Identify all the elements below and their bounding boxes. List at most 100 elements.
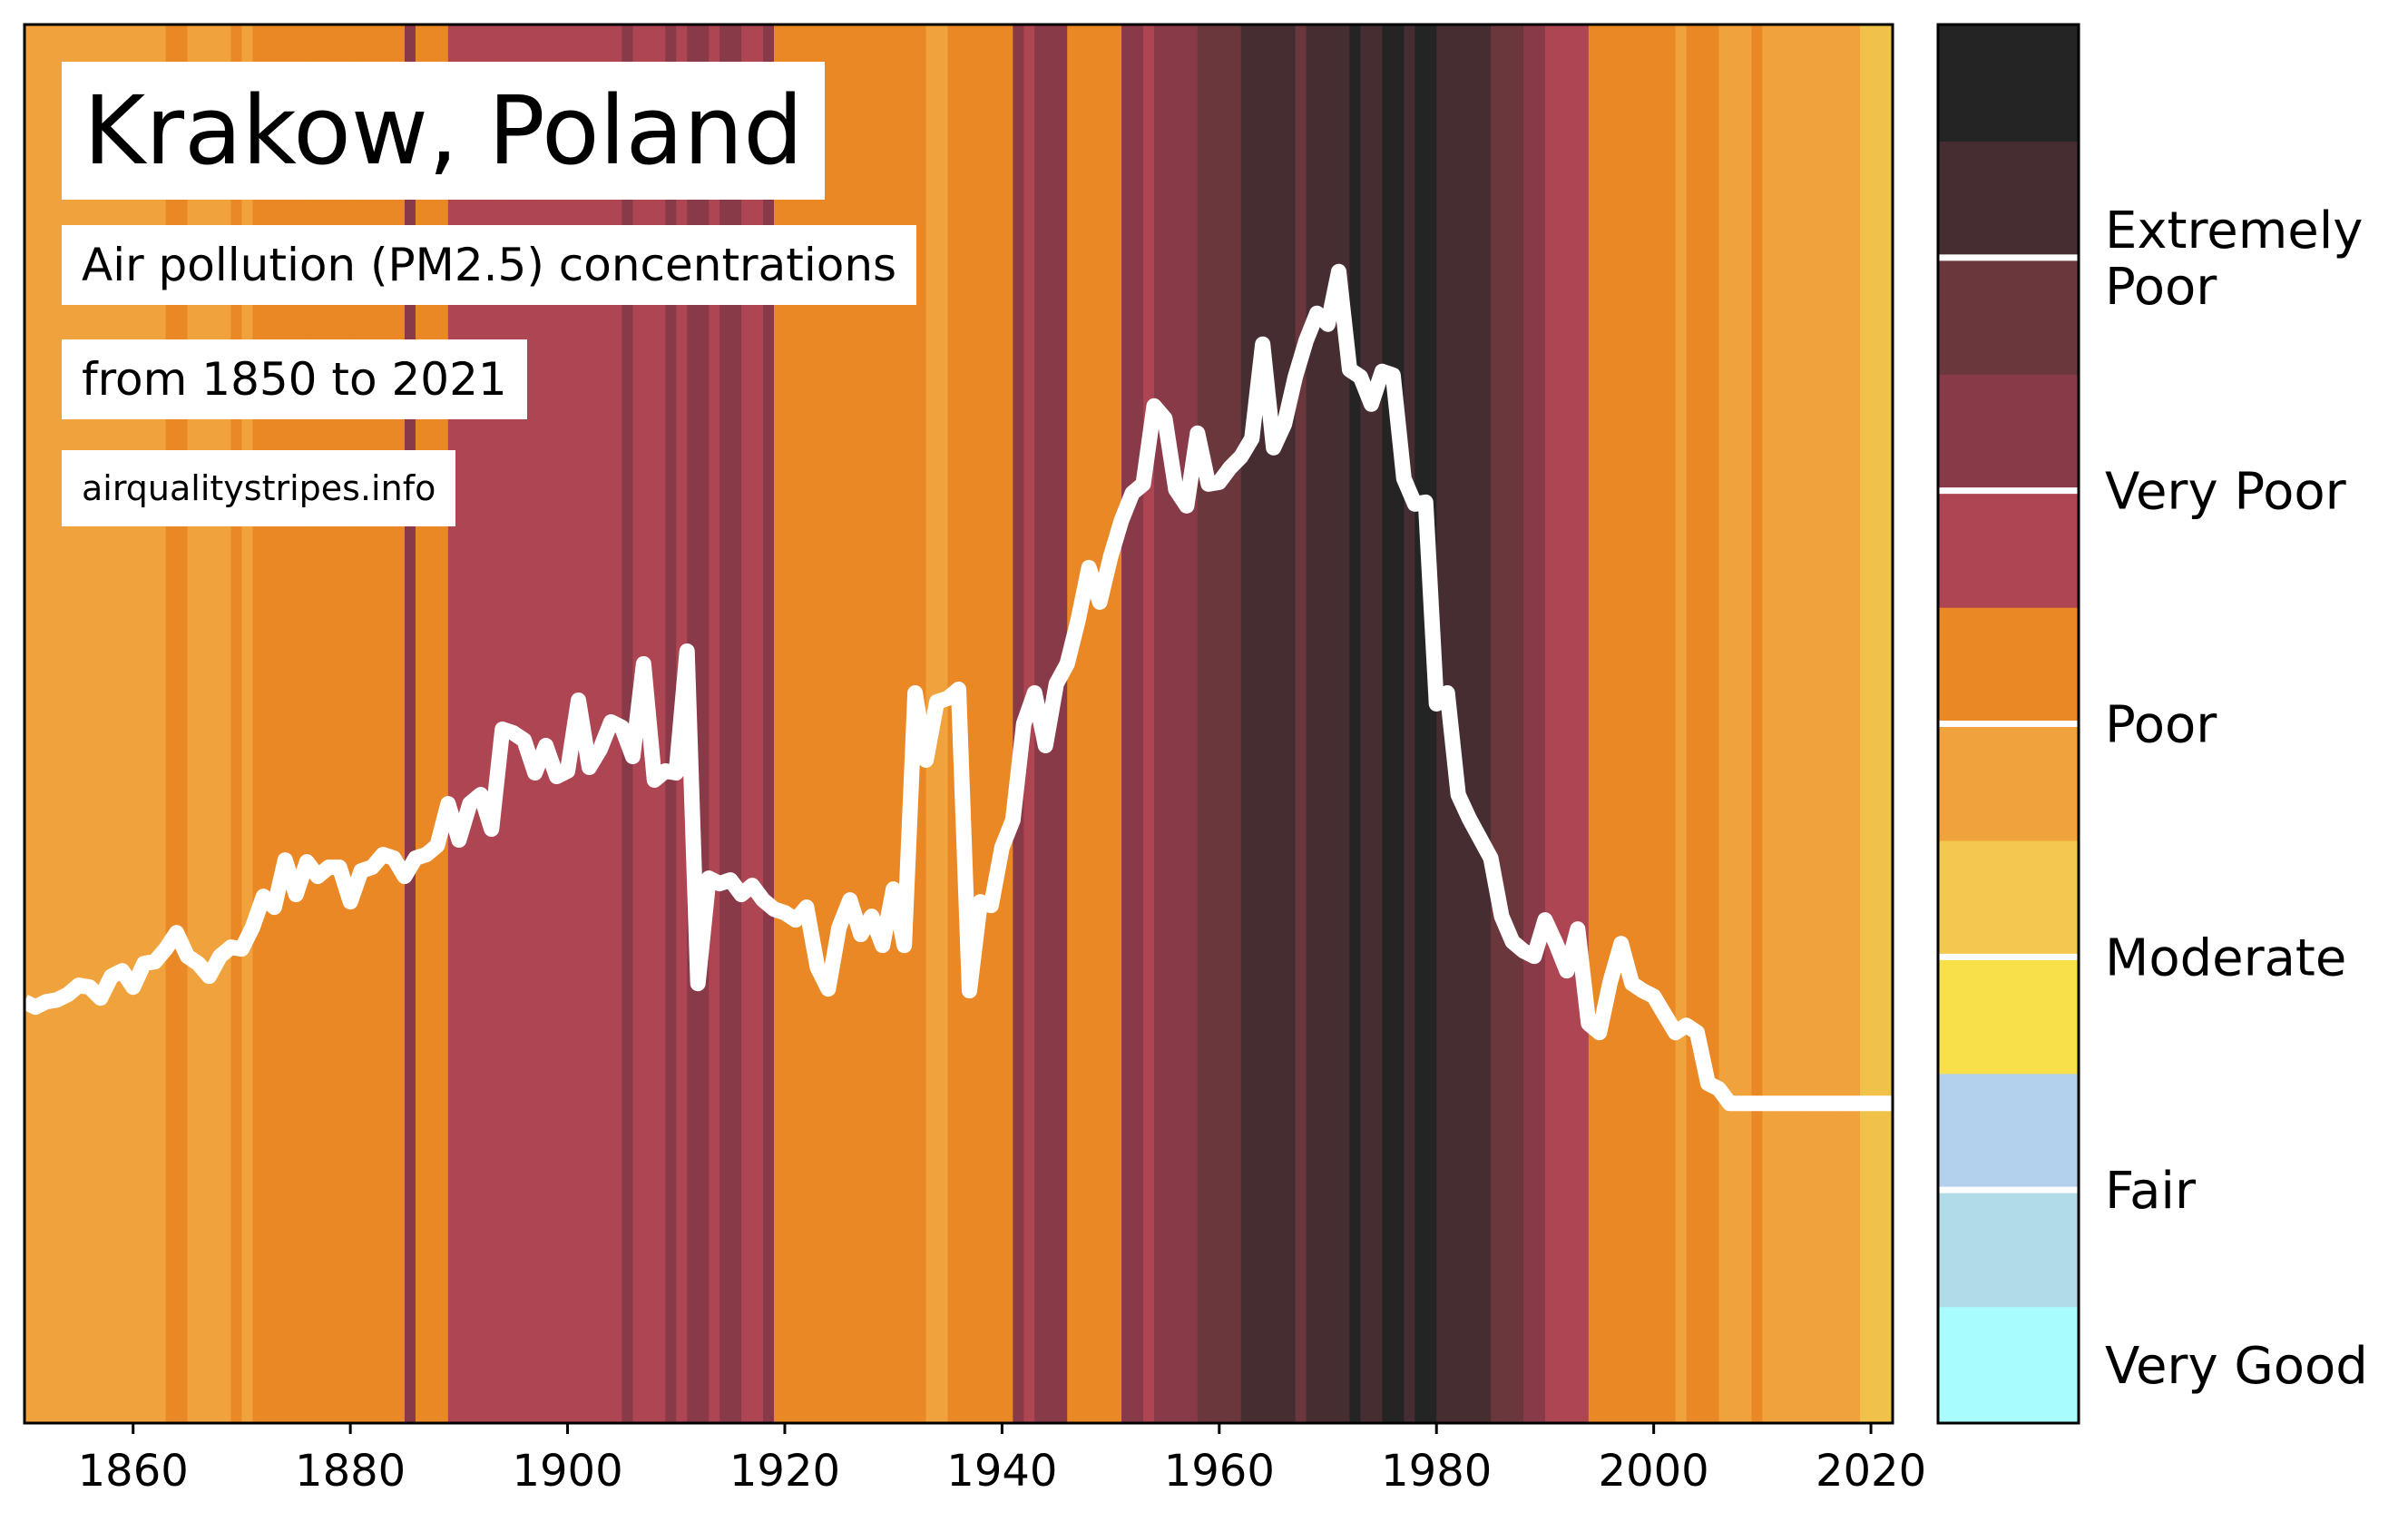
stripe-1918 bbox=[763, 25, 775, 1423]
stripe-1898 bbox=[545, 25, 558, 1423]
chart-title: Krakow, Poland bbox=[62, 62, 826, 200]
stripe-2020 bbox=[1871, 25, 1883, 1423]
stripe-1934 bbox=[936, 25, 949, 1423]
x-tick-label-1860: 1860 bbox=[78, 1446, 189, 1497]
stripe-1977 bbox=[1404, 25, 1415, 1423]
stripe-1976 bbox=[1393, 25, 1405, 1423]
x-tick-label-1960: 1960 bbox=[1164, 1446, 1275, 1497]
stripe-2015 bbox=[1816, 25, 1828, 1423]
stripe-1967 bbox=[1295, 25, 1307, 1423]
stripe-1920 bbox=[784, 25, 797, 1423]
stripe-1897 bbox=[534, 25, 547, 1423]
x-tick-label-1880: 1880 bbox=[295, 1446, 406, 1497]
stripe-1965 bbox=[1273, 25, 1286, 1423]
stripe-1919 bbox=[773, 25, 786, 1423]
stripe-2014 bbox=[1806, 25, 1817, 1423]
stripe-2021 bbox=[1882, 25, 1894, 1423]
stripe-1975 bbox=[1382, 25, 1394, 1423]
stripe-2005 bbox=[1708, 25, 1720, 1423]
stripe-1896 bbox=[524, 25, 536, 1423]
stripe-1962 bbox=[1240, 25, 1253, 1423]
stripe-1951 bbox=[1121, 25, 1133, 1423]
x-tick-label-1940: 1940 bbox=[946, 1446, 1057, 1497]
stripe-2018 bbox=[1849, 25, 1861, 1423]
stripe-1985 bbox=[1491, 25, 1503, 1423]
stripe-2013 bbox=[1795, 25, 1806, 1423]
stripe-1987 bbox=[1512, 25, 1524, 1423]
chart-subtitle: Air pollution (PM2.5) concentrations bbox=[62, 225, 917, 305]
colorbar-label-4: Very Poor bbox=[2105, 463, 2347, 522]
colorbar-level-2 bbox=[1938, 1073, 2079, 1191]
stripe-1928 bbox=[871, 25, 884, 1423]
x-tick-label-1920: 1920 bbox=[729, 1446, 840, 1497]
stripe-1971 bbox=[1338, 25, 1351, 1423]
colorbar-level-4 bbox=[1938, 840, 2079, 957]
stripe-1940 bbox=[1002, 25, 1013, 1423]
stripe-1902 bbox=[589, 25, 602, 1423]
chart-period: from 1850 to 2021 bbox=[62, 339, 527, 419]
stripe-1978 bbox=[1414, 25, 1426, 1423]
stripe-1995 bbox=[1599, 25, 1611, 1423]
stripe-1916 bbox=[741, 25, 753, 1423]
pm25-series-line bbox=[21, 263, 1893, 1112]
stripe-1963 bbox=[1251, 25, 1264, 1423]
stripe-2011 bbox=[1773, 25, 1785, 1423]
stripe-2002 bbox=[1675, 25, 1688, 1423]
stripe-1945 bbox=[1056, 25, 1068, 1423]
colorbar-level-10 bbox=[1938, 141, 2079, 259]
stripe-1959 bbox=[1208, 25, 1220, 1423]
stripe-1947 bbox=[1078, 25, 1090, 1423]
colorbar-level-3 bbox=[1938, 957, 2079, 1075]
stripe-1980 bbox=[1436, 25, 1448, 1423]
stripe-2001 bbox=[1664, 25, 1677, 1423]
stripe-1909 bbox=[665, 25, 677, 1423]
stripe-1921 bbox=[795, 25, 808, 1423]
stripe-1957 bbox=[1186, 25, 1199, 1423]
stripe-1917 bbox=[752, 25, 764, 1423]
stripe-2000 bbox=[1653, 25, 1666, 1423]
colorbar-level-8 bbox=[1938, 374, 2079, 492]
stripe-1993 bbox=[1577, 25, 1590, 1423]
colorbar-level-6 bbox=[1938, 607, 2079, 725]
stripe-1994 bbox=[1588, 25, 1600, 1423]
stripe-1961 bbox=[1229, 25, 1242, 1423]
colorbar-level-11 bbox=[1938, 25, 2079, 142]
stripe-1983 bbox=[1469, 25, 1481, 1423]
stripe-1969 bbox=[1317, 25, 1329, 1423]
stripe-2007 bbox=[1729, 25, 1742, 1423]
colorbar bbox=[1938, 25, 2079, 1424]
source-link[interactable]: airqualitystripes.info bbox=[62, 450, 456, 526]
colorbar-frame bbox=[1936, 23, 2080, 1425]
colorbar-level-0 bbox=[1938, 1306, 2079, 1424]
stripe-1956 bbox=[1175, 25, 1188, 1423]
stripe-1852 bbox=[45, 25, 58, 1423]
stripe-2008 bbox=[1740, 25, 1752, 1423]
stripe-1937 bbox=[969, 25, 982, 1423]
colorbar-label-0: Very Good bbox=[2105, 1337, 2368, 1396]
x-tick-label-2000: 2000 bbox=[1599, 1446, 1709, 1497]
stripe-2009 bbox=[1751, 25, 1763, 1423]
stripe-1997 bbox=[1620, 25, 1633, 1423]
stripe-1991 bbox=[1555, 25, 1568, 1423]
stripe-1925 bbox=[838, 25, 851, 1423]
x-tick-label-1980: 1980 bbox=[1381, 1446, 1492, 1497]
stripe-2016 bbox=[1827, 25, 1839, 1423]
stripe-1913 bbox=[709, 25, 720, 1423]
stripe-1851 bbox=[34, 25, 47, 1423]
stripe-1992 bbox=[1566, 25, 1579, 1423]
stripe-1966 bbox=[1284, 25, 1297, 1423]
stripe-2003 bbox=[1686, 25, 1698, 1423]
colorbar-level-7 bbox=[1938, 490, 2079, 608]
stripe-1990 bbox=[1544, 25, 1557, 1423]
stripe-1960 bbox=[1219, 25, 1231, 1423]
stripe-1952 bbox=[1132, 25, 1144, 1423]
stripe-2004 bbox=[1697, 25, 1709, 1423]
colorbar-level-1 bbox=[1938, 1190, 2079, 1308]
stripe-1970 bbox=[1327, 25, 1340, 1423]
stripe-1924 bbox=[827, 25, 840, 1423]
stripe-1938 bbox=[980, 25, 993, 1423]
x-tick-label-2020: 2020 bbox=[1816, 1446, 1926, 1497]
stripe-1953 bbox=[1143, 25, 1155, 1423]
stripe-1968 bbox=[1306, 25, 1318, 1423]
stripe-2017 bbox=[1838, 25, 1850, 1423]
